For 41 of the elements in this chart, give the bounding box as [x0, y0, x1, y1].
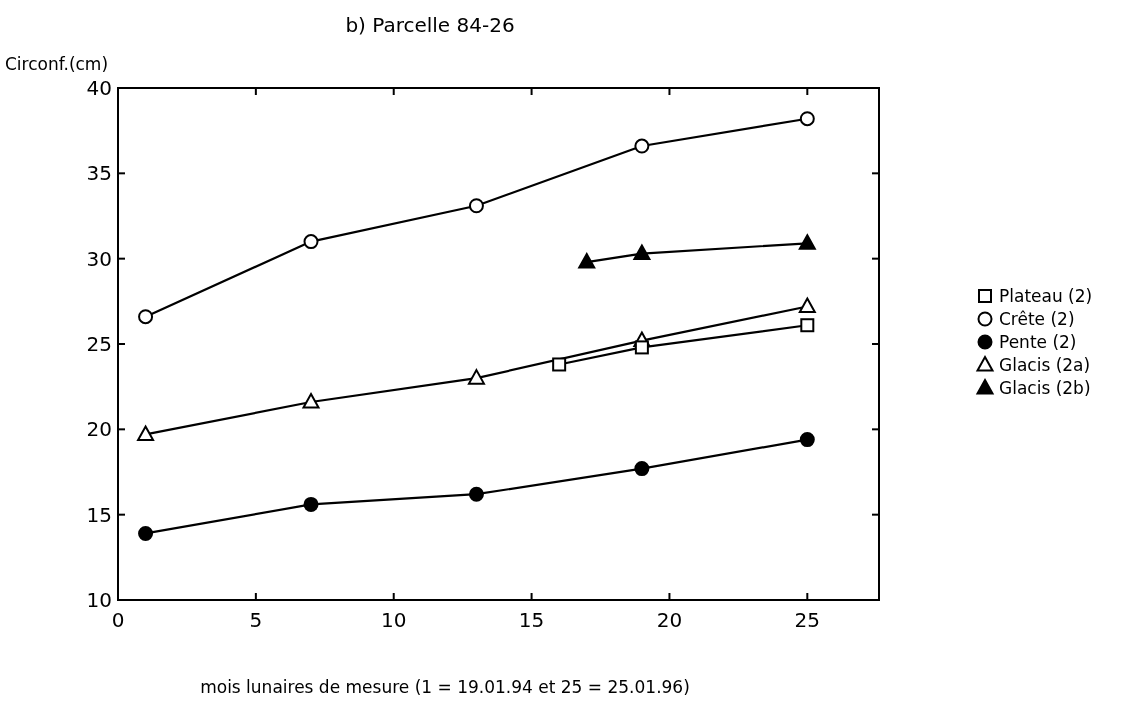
point: [798, 234, 816, 250]
point: [302, 393, 320, 409]
point: [634, 138, 650, 154]
legend-label: Crête (2): [999, 309, 1075, 329]
legend-label: Plateau (2): [999, 286, 1093, 306]
point: [799, 111, 815, 127]
y-axis-title: Circonf.(cm): [5, 54, 109, 74]
y-tick-label: 20: [86, 417, 112, 442]
y-tick-label: 40: [86, 76, 112, 100]
point: [138, 525, 154, 541]
x-tick-label: 10: [381, 608, 407, 632]
point: [467, 369, 485, 385]
x-axis-title: mois lunaires de mesure (1 = 19.01.94 et 25 = 25.01.96): [200, 677, 690, 697]
point: [468, 486, 484, 502]
point: [634, 461, 650, 477]
point: [633, 244, 651, 261]
point: [799, 432, 815, 448]
y-tick-label: 10: [86, 588, 112, 612]
y-tick-label: 30: [86, 246, 112, 271]
point: [578, 253, 596, 269]
x-tick-label: 5: [249, 608, 263, 632]
point: [468, 198, 484, 214]
chart-title: b) Parcelle 84-26: [345, 13, 515, 37]
legend-label: Glacis (2a): [999, 355, 1091, 375]
y-tick-label: 25: [86, 332, 112, 356]
x-tick-label: 0: [111, 608, 125, 632]
y-tick-label: 15: [86, 502, 112, 527]
point: [303, 496, 319, 512]
point: [552, 357, 567, 372]
point: [798, 297, 816, 313]
y-tick-label: 35: [86, 161, 112, 186]
legend-label: Pente (2): [999, 332, 1077, 352]
point: [303, 234, 319, 250]
point: [634, 340, 649, 355]
legend-label: Glacis (2b): [999, 378, 1091, 398]
x-tick-label: 20: [656, 608, 683, 632]
point: [800, 318, 815, 333]
x-tick-label: 25: [794, 608, 821, 632]
point: [137, 425, 155, 441]
x-tick-label: 15: [518, 608, 545, 632]
point: [138, 309, 154, 325]
